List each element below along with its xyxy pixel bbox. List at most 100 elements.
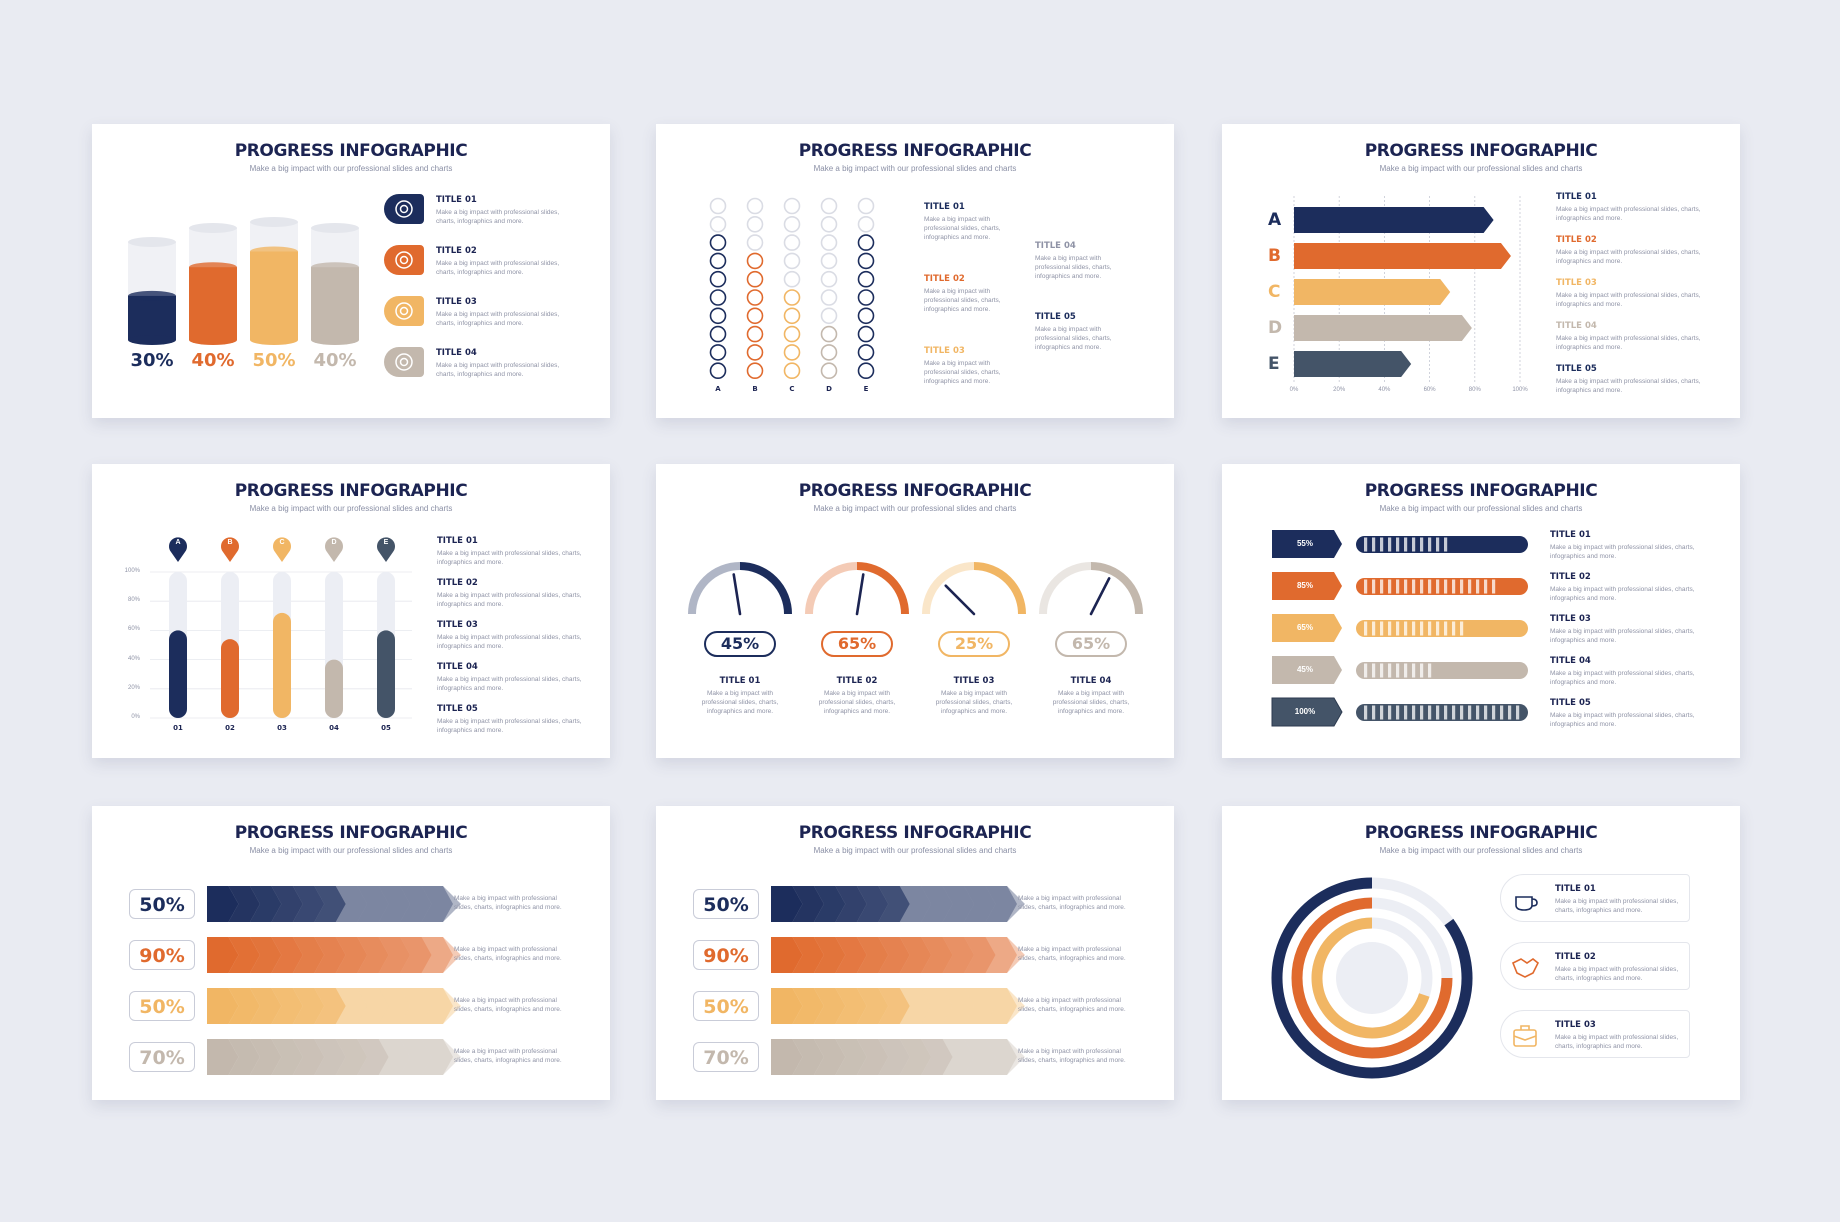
text-item: TITLE 02 Make a big impact with professio… bbox=[1550, 572, 1700, 603]
text-item: TITLE 01 Make a big impact with professio… bbox=[436, 195, 576, 226]
item-description: Make a big impact with professional slid… bbox=[1550, 670, 1695, 686]
progress-circle bbox=[709, 362, 727, 379]
gauge-caption: TITLE 04 Make a big impact with professio… bbox=[1046, 676, 1136, 716]
pin-marker bbox=[273, 537, 291, 562]
cylinder bbox=[311, 223, 359, 345]
chevron-bar-chart bbox=[207, 886, 461, 1075]
cylinder-percent: 40% bbox=[191, 350, 235, 371]
gauge-caption: TITLE 02 Make a big impact with professio… bbox=[812, 676, 902, 716]
slide-cylinders: PROGRESS INFOGRAPHIC Make a big impact wi… bbox=[92, 124, 610, 418]
progress-circle bbox=[820, 197, 838, 215]
progress-circle bbox=[857, 216, 875, 233]
progress-circle bbox=[857, 289, 875, 306]
slide-title: PROGRESS INFOGRAPHIC bbox=[1364, 141, 1598, 161]
category-label: 01 bbox=[173, 724, 183, 732]
icon-glyph bbox=[395, 302, 413, 320]
row-description: Make a big impact with professional slid… bbox=[1018, 946, 1126, 962]
bar bbox=[169, 630, 187, 718]
item-title: TITLE 01 bbox=[1555, 884, 1596, 894]
text-item: TITLE 04 Make a big impact with professio… bbox=[1556, 321, 1706, 352]
chevron-bar bbox=[771, 937, 1025, 973]
axis-tick: 80% bbox=[1468, 387, 1481, 393]
item-description: Make a big impact with professional slid… bbox=[701, 690, 779, 715]
progress-stripes bbox=[1364, 537, 1448, 552]
target-icon bbox=[384, 194, 424, 224]
item-description: Make a big impact with professional slid… bbox=[1550, 586, 1695, 602]
slide-title: PROGRESS INFOGRAPHIC bbox=[798, 481, 1032, 501]
marker-letter: E bbox=[383, 539, 389, 546]
progress-circle bbox=[820, 289, 838, 306]
item-title: TITLE 01 bbox=[1556, 192, 1597, 202]
item-description: Make a big impact with professional slid… bbox=[436, 209, 560, 225]
text-item: TITLE 01 Make a big impact with professio… bbox=[1555, 884, 1683, 915]
item-title: TITLE 02 bbox=[836, 676, 878, 686]
y-tick: 40% bbox=[127, 655, 140, 662]
text-item: TITLE 03 Make a big impact with professio… bbox=[1555, 1020, 1683, 1051]
pin-marker bbox=[169, 537, 187, 562]
progress-circle bbox=[820, 270, 838, 288]
row-percent: 50% bbox=[129, 889, 195, 919]
item-title: TITLE 01 bbox=[1550, 530, 1591, 540]
striped-bar-chart bbox=[1271, 530, 1528, 727]
gauge bbox=[1039, 562, 1143, 616]
tag-label: 45% bbox=[1296, 665, 1313, 674]
item-description: Make a big impact with professional slid… bbox=[1035, 326, 1112, 351]
tag-label: 55% bbox=[1296, 539, 1313, 548]
progress-circle bbox=[746, 325, 764, 343]
cylinder-chart bbox=[128, 217, 359, 345]
text-item: TITLE 04 Make a big impact with professio… bbox=[436, 348, 576, 379]
progress-circle bbox=[783, 252, 801, 270]
progress-circle bbox=[783, 362, 801, 379]
progress-circle bbox=[857, 307, 875, 325]
item-description: Make a big impact with professional slid… bbox=[436, 362, 560, 378]
briefcase-icon bbox=[1511, 1021, 1539, 1049]
item-description: Make a big impact with professional slid… bbox=[1556, 249, 1701, 265]
slide-chevrons-b: PROGRESS INFOGRAPHIC Make a big impact wi… bbox=[656, 806, 1174, 1100]
item-description: Make a big impact with professional slid… bbox=[1035, 255, 1112, 280]
row-description: Make a big impact with professional slid… bbox=[1018, 895, 1126, 911]
progress-circle bbox=[820, 234, 838, 251]
cylinder-percent: 30% bbox=[130, 350, 174, 371]
slide-circle-columns: PROGRESS INFOGRAPHIC Make a big impact wi… bbox=[656, 124, 1174, 418]
chevron-bar bbox=[771, 886, 1025, 922]
item-description: Make a big impact with professional slid… bbox=[1556, 206, 1701, 222]
text-item: TITLE 05 Make a big impact with professio… bbox=[1035, 312, 1127, 352]
concentric-ring-chart bbox=[1271, 877, 1473, 1079]
item-title: TITLE 03 bbox=[436, 297, 477, 307]
item-title: TITLE 01 bbox=[436, 195, 477, 205]
progress-circle bbox=[783, 234, 801, 251]
chevron-bar bbox=[771, 988, 1025, 1024]
progress-circle bbox=[783, 344, 801, 361]
progress-circle bbox=[783, 325, 801, 343]
progress-circle bbox=[746, 307, 764, 325]
text-item: TITLE 03 Make a big impact with professio… bbox=[924, 346, 1016, 386]
category-label: 05 bbox=[381, 724, 391, 732]
progress-circle bbox=[709, 289, 727, 306]
pin-marker bbox=[325, 537, 343, 562]
info-card: TITLE 02 Make a big impact with professio… bbox=[1500, 942, 1690, 990]
bar-letter: B bbox=[1268, 246, 1281, 266]
axis-tick: 20% bbox=[1333, 387, 1346, 393]
chevron-bar bbox=[207, 988, 461, 1024]
row-percent: 90% bbox=[129, 940, 195, 970]
slide-subtitle: Make a big impact with our professional … bbox=[813, 164, 1017, 173]
progress-stripes bbox=[1364, 705, 1520, 720]
item-description: Make a big impact with professional slid… bbox=[437, 718, 582, 734]
progress-circle bbox=[746, 362, 764, 379]
info-card: TITLE 01 Make a big impact with professio… bbox=[1500, 874, 1690, 922]
item-title: TITLE 02 bbox=[924, 274, 965, 284]
item-title: TITLE 03 bbox=[1550, 614, 1591, 624]
progress-circle bbox=[709, 270, 727, 288]
item-description: Make a big impact with professional slid… bbox=[1550, 712, 1695, 728]
text-item: TITLE 03 Make a big impact with professio… bbox=[1556, 278, 1706, 309]
text-item: TITLE 01 Make a big impact with professio… bbox=[1550, 530, 1700, 561]
slide-chevrons-a: PROGRESS INFOGRAPHIC Make a big impact wi… bbox=[92, 806, 610, 1100]
bar-letter: C bbox=[1268, 282, 1281, 302]
row-description: Make a big impact with professional slid… bbox=[454, 895, 562, 911]
text-item: TITLE 04 Make a big impact with professio… bbox=[437, 662, 587, 693]
item-description: Make a big impact with professional slid… bbox=[1556, 335, 1701, 351]
handshake-icon bbox=[384, 296, 424, 326]
item-description: Make a big impact with professional slid… bbox=[924, 216, 1001, 241]
item-title: TITLE 05 bbox=[1556, 364, 1597, 374]
gauge-value: 65% bbox=[1055, 631, 1127, 657]
